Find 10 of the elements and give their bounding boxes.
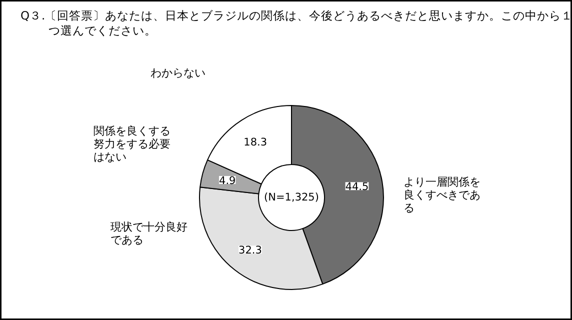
slice-label: わからない	[150, 66, 206, 80]
text: (N=1,325)	[264, 192, 319, 204]
data-label: 18.3	[244, 136, 268, 149]
slice-label: 現状で十分良好である	[110, 220, 188, 246]
chart-title: Q３.〔回答票〕あなたは、日本とブラジルの関係は、今後どうあるべきだと思いますか。この中から１つ選んでください。	[20, 8, 572, 38]
data-label: 44.5	[345, 181, 369, 194]
slice-label: より一層関係を良くすべきである	[404, 176, 480, 214]
data-label: 32.3	[238, 244, 262, 257]
slice-label: 関係を良くする努力をする必要はない	[94, 124, 170, 164]
data-label: 4.9	[219, 174, 236, 187]
